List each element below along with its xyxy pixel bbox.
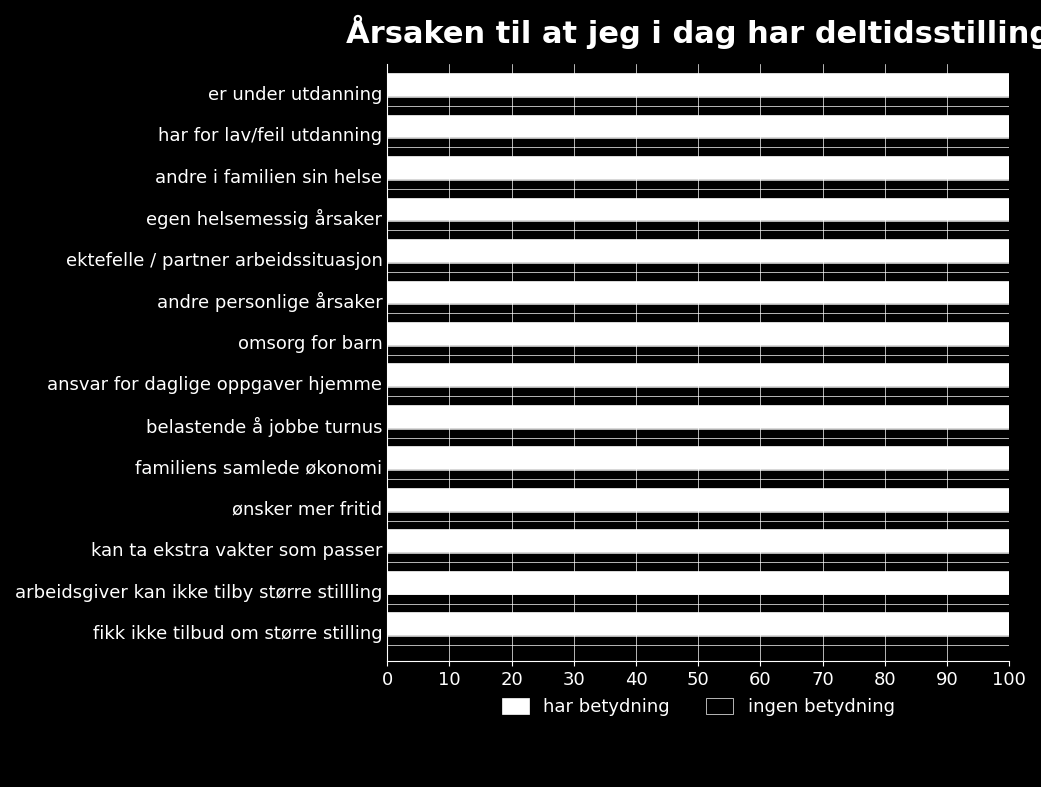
Bar	[387, 594, 1009, 604]
Legend: har betydning, ingen betydning: har betydning, ingen betydning	[494, 691, 902, 724]
Bar	[387, 239, 1009, 262]
Title: Årsaken til at jeg i dag har deltidsstilling: Årsaken til at jeg i dag har deltidsstil…	[346, 15, 1041, 49]
Bar	[387, 512, 1009, 521]
Bar	[387, 305, 1009, 313]
Bar	[387, 322, 1009, 345]
Bar	[387, 73, 1009, 96]
Bar	[387, 345, 1009, 355]
Bar	[387, 115, 1009, 138]
Bar	[387, 446, 1009, 469]
Bar	[387, 553, 1009, 562]
Bar	[387, 156, 1009, 179]
Bar	[387, 179, 1009, 189]
Bar	[387, 636, 1009, 645]
Bar	[387, 429, 1009, 438]
Bar	[387, 139, 1009, 147]
Bar	[387, 364, 1009, 386]
Bar	[387, 405, 1009, 428]
Bar	[387, 198, 1009, 220]
Bar	[387, 263, 1009, 272]
Bar	[387, 387, 1009, 396]
Bar	[387, 488, 1009, 511]
Bar	[387, 571, 1009, 593]
Bar	[387, 221, 1009, 231]
Bar	[387, 470, 1009, 479]
Bar	[387, 530, 1009, 552]
Bar	[387, 97, 1009, 106]
Bar	[387, 612, 1009, 635]
Bar	[387, 280, 1009, 303]
